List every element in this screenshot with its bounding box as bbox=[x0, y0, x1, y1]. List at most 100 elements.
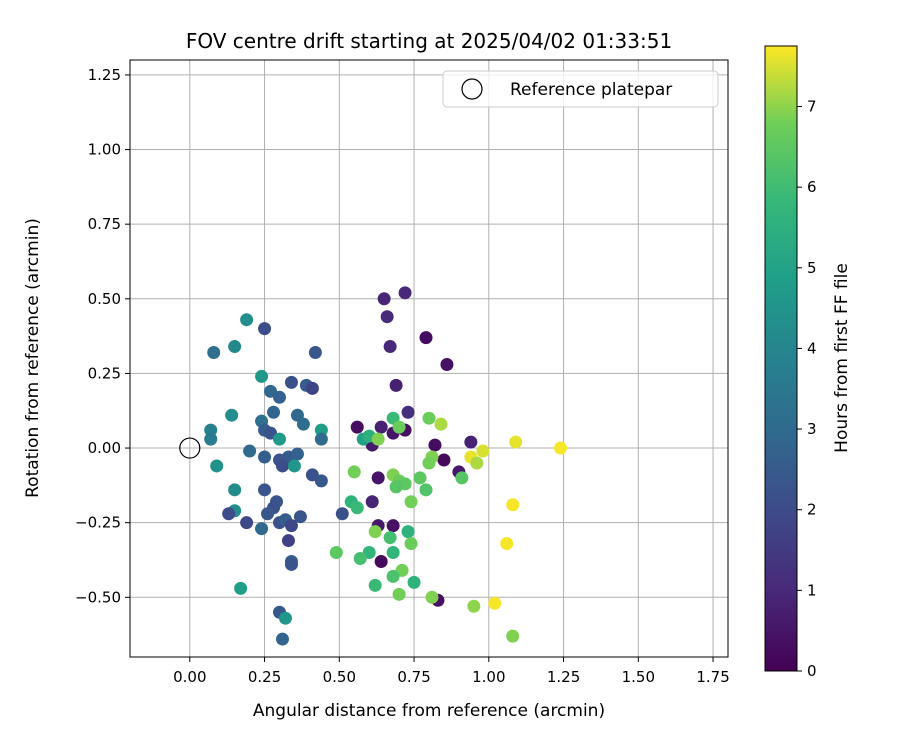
data-point bbox=[353, 551, 367, 565]
data-point bbox=[350, 420, 364, 434]
data-point bbox=[290, 447, 304, 461]
data-point bbox=[284, 375, 298, 389]
data-point bbox=[377, 292, 391, 306]
data-point bbox=[422, 456, 436, 470]
colorbar-tick-label: 3 bbox=[807, 420, 817, 438]
data-point bbox=[440, 357, 454, 371]
legend-reference-marker bbox=[461, 78, 483, 100]
data-point bbox=[392, 587, 406, 601]
data-point bbox=[371, 471, 385, 485]
colorbar-tick-label: 6 bbox=[807, 178, 817, 196]
data-point bbox=[258, 322, 272, 336]
data-point bbox=[500, 537, 514, 551]
legend: Reference platepar bbox=[442, 70, 719, 108]
y-axis-label: Rotation from reference (arcmin) bbox=[23, 218, 43, 498]
data-point bbox=[335, 507, 349, 521]
data-point bbox=[464, 435, 478, 449]
legend-box bbox=[442, 70, 719, 108]
data-point bbox=[476, 444, 490, 458]
data-point bbox=[273, 432, 286, 446]
data-point bbox=[314, 474, 328, 488]
data-point bbox=[383, 340, 397, 354]
colorbar-tick-label: 0 bbox=[807, 662, 817, 680]
data-point bbox=[222, 507, 236, 521]
x-axis-label: Angular distance from reference (arcmin) bbox=[253, 701, 605, 721]
x-tick-label: 0.25 bbox=[248, 668, 281, 686]
y-tick-label: 0.50 bbox=[88, 290, 121, 308]
data-point bbox=[284, 557, 298, 571]
data-point bbox=[350, 501, 364, 515]
y-tick-label: 1.00 bbox=[88, 141, 121, 159]
data-point bbox=[401, 525, 415, 539]
x-tick-label: 0.00 bbox=[173, 668, 206, 686]
data-point bbox=[407, 575, 421, 589]
colorbar-tick-label: 1 bbox=[807, 581, 817, 599]
data-point bbox=[422, 411, 436, 425]
data-point bbox=[554, 441, 568, 455]
data-point bbox=[204, 432, 218, 446]
legend-label-reference: Reference platepar bbox=[510, 80, 672, 100]
data-point bbox=[258, 483, 272, 497]
chart-title: FOV centre drift starting at 2025/04/02 … bbox=[186, 29, 672, 53]
colorbar-ticks: 0 1 2 3 4 5 6 7 bbox=[797, 97, 817, 680]
data-point bbox=[383, 531, 397, 545]
data-point bbox=[255, 522, 269, 536]
data-point bbox=[204, 423, 218, 437]
data-point bbox=[386, 519, 400, 533]
data-point bbox=[389, 480, 403, 494]
data-point bbox=[281, 534, 295, 548]
data-point bbox=[258, 450, 272, 464]
y-tick-label: 1.25 bbox=[88, 66, 121, 84]
x-axis-ticks: 0.00 0.25 0.50 0.75 1.00 1.25 1.50 1.75 bbox=[173, 657, 730, 686]
plot-frame bbox=[129, 59, 729, 658]
colorbar-gradient bbox=[764, 45, 798, 672]
data-point bbox=[488, 596, 502, 610]
data-point bbox=[368, 525, 382, 539]
grid-lines bbox=[130, 60, 728, 657]
data-point bbox=[261, 507, 275, 521]
data-point bbox=[428, 438, 442, 452]
data-point bbox=[404, 537, 418, 551]
data-point bbox=[371, 432, 385, 446]
data-point bbox=[398, 286, 412, 300]
data-point bbox=[243, 444, 257, 458]
data-point bbox=[419, 483, 433, 497]
y-tick-label: −0.50 bbox=[75, 588, 121, 606]
colorbar-tick-label: 5 bbox=[807, 259, 817, 277]
data-point bbox=[509, 435, 523, 449]
y-tick-label: 0.75 bbox=[88, 215, 121, 233]
data-point bbox=[240, 516, 254, 530]
data-point bbox=[386, 546, 400, 560]
colorbar: 0 1 2 3 4 5 6 7 Hours from first FF file bbox=[764, 45, 852, 680]
data-point bbox=[368, 578, 382, 592]
data-point bbox=[305, 381, 319, 395]
data-point bbox=[284, 519, 298, 533]
data-point bbox=[314, 432, 328, 446]
data-point bbox=[365, 495, 379, 509]
data-point bbox=[455, 471, 469, 485]
data-point bbox=[234, 581, 248, 595]
data-point bbox=[434, 417, 448, 431]
reference-point-marker bbox=[179, 437, 201, 459]
data-point bbox=[240, 313, 254, 327]
data-points bbox=[179, 286, 568, 646]
data-point bbox=[467, 599, 481, 613]
y-tick-label: 0.25 bbox=[88, 364, 121, 382]
data-point bbox=[293, 510, 307, 524]
data-point bbox=[380, 310, 394, 324]
data-point bbox=[275, 459, 289, 473]
data-point bbox=[267, 405, 281, 419]
data-point bbox=[401, 405, 415, 419]
x-tick-label: 0.75 bbox=[397, 668, 430, 686]
colorbar-tick-label: 7 bbox=[807, 97, 817, 115]
data-point bbox=[287, 459, 301, 473]
x-tick-label: 1.75 bbox=[696, 668, 729, 686]
data-point bbox=[308, 346, 322, 360]
data-point bbox=[207, 346, 221, 360]
x-tick-label: 0.50 bbox=[323, 668, 356, 686]
data-point bbox=[506, 498, 520, 512]
data-point bbox=[329, 546, 343, 560]
data-point bbox=[228, 483, 242, 497]
data-point bbox=[374, 420, 388, 434]
